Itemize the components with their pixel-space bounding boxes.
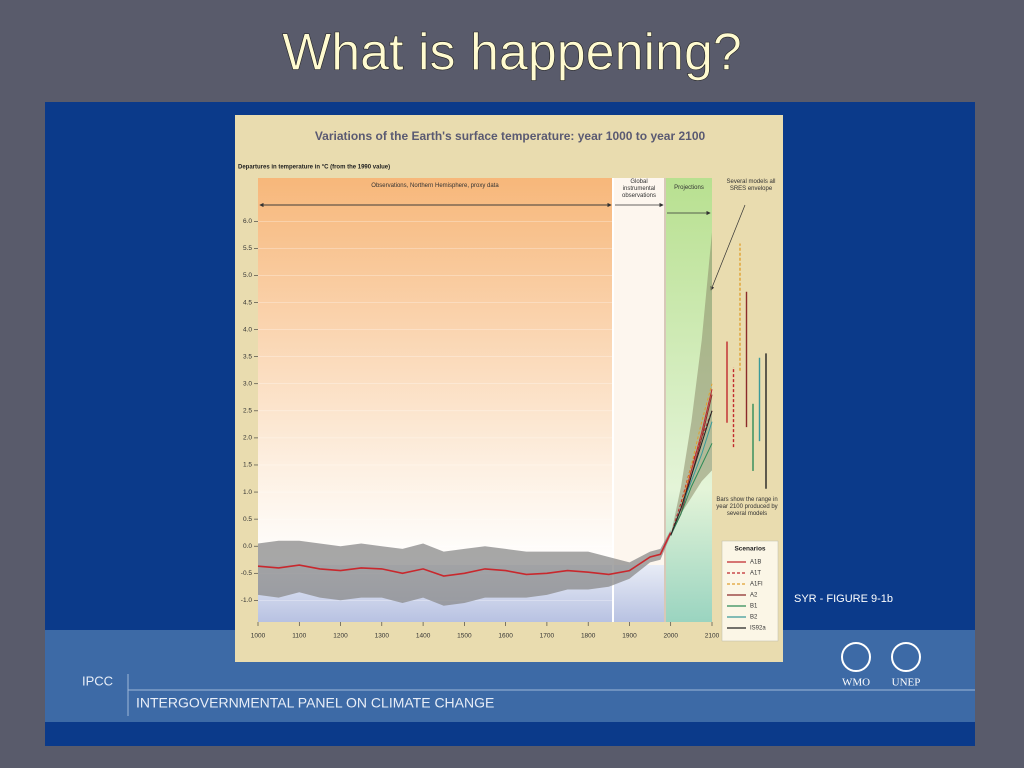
proxy-note: Observations, Northern Hemisphere, proxy… <box>371 183 499 189</box>
x-tick-label: 2000 <box>663 633 678 640</box>
x-tick-label: 1700 <box>540 633 555 640</box>
scenario-line <box>670 410 713 536</box>
model-envelope <box>670 232 712 536</box>
projection-note: Projections <box>674 185 704 191</box>
y-tick-label: 0.5 <box>243 516 252 523</box>
x-tick-label: 2100 <box>705 633 720 640</box>
scenario-line <box>670 410 713 536</box>
y-tick-label: 3.5 <box>243 353 252 360</box>
legend-label: A1T <box>750 571 761 577</box>
legend-label: A2 <box>750 593 758 599</box>
chart-title: Variations of the Earth's surface temper… <box>315 129 706 143</box>
x-tick-label: 1500 <box>457 633 472 640</box>
y-axis-label: Departures in temperature in °C (from th… <box>238 165 390 171</box>
observed-line <box>257 532 672 577</box>
y-tick-label: 4.5 <box>243 299 252 306</box>
uncertainty-band <box>258 530 671 606</box>
bars-note: Bars show the range in year 2100 produce… <box>716 497 778 517</box>
unep-logo <box>891 642 921 672</box>
legend-box <box>721 540 779 642</box>
scenario-line <box>670 443 713 536</box>
logo-label: UNEP <box>892 677 921 689</box>
y-tick-label: 6.0 <box>243 218 252 225</box>
logo-label: WMO <box>842 677 870 689</box>
org-short: IPCC <box>82 673 113 688</box>
slide-title: What is happening? <box>282 24 742 82</box>
x-tick-label: 1800 <box>581 633 596 640</box>
y-tick-label: 5.5 <box>243 245 252 252</box>
x-tick-label: 1000 <box>251 633 266 640</box>
y-tick-label: -0.5 <box>241 570 253 577</box>
scenario-line <box>670 383 713 536</box>
plot: 6.0 5.5 5.0 4.5 4.0 3.5 3.0 2.5 2.0 1.5 1.0 0.5 0.0 -… <box>241 218 767 640</box>
y-tick-label: 3.0 <box>243 380 252 387</box>
x-tick-label: 1100 <box>292 633 306 640</box>
y-tick-label: 4.0 <box>243 326 252 333</box>
y-tick-label: 1.5 <box>243 462 252 469</box>
proxy-zone <box>258 178 613 565</box>
instrumental-zone <box>613 178 665 622</box>
figure-ref: SYR - FIGURE 9-1b <box>794 593 893 605</box>
y-tick-label: -1.0 <box>241 597 253 604</box>
legend-label: A1FI <box>750 582 763 588</box>
wmo-logo <box>841 642 871 672</box>
legend-label: A1B <box>750 560 761 566</box>
y-tick-label: 0.0 <box>243 543 252 550</box>
y-tick-label: 1.0 <box>243 489 252 496</box>
instrumental-note: Global instrumental observations <box>621 179 657 199</box>
pointer-arrow <box>710 204 746 291</box>
y-tick-label: 2.0 <box>243 435 252 442</box>
y-tick-label: 2.5 <box>243 408 252 415</box>
legend-title: Scenarios <box>734 546 765 553</box>
org-long: INTERGOVERNMENTAL PANEL ON CLIMATE CHANG… <box>136 695 494 711</box>
x-tick-label: 1200 <box>333 633 348 640</box>
x-tick-label: 1900 <box>622 633 637 640</box>
x-tick-label: 1300 <box>375 633 390 640</box>
legend-label: B1 <box>750 604 758 610</box>
y-tick-label: 5.0 <box>243 272 252 279</box>
x-tick-label: 1600 <box>498 633 513 640</box>
legend-label: B2 <box>750 615 758 621</box>
x-tick-label: 1400 <box>416 633 431 640</box>
envelope-note: Several models all SRES envelope <box>726 179 776 192</box>
legend-label: IS92a <box>750 626 766 632</box>
